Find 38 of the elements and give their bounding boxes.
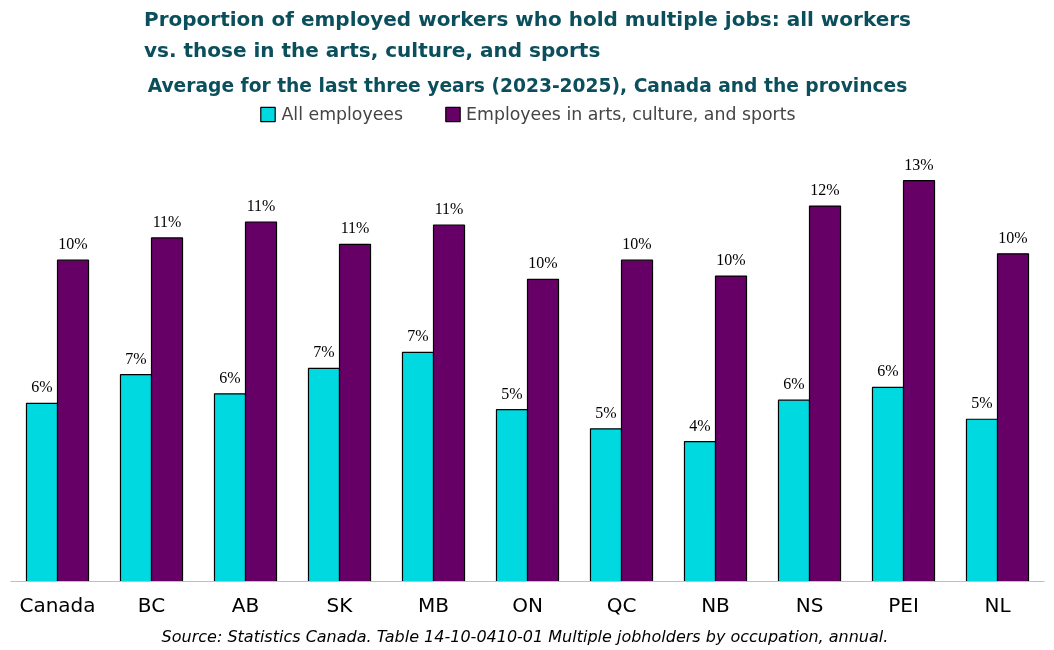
data-label: 7% — [407, 327, 429, 345]
data-label: 4% — [689, 416, 711, 434]
data-label: 10% — [622, 235, 652, 253]
data-label: 6% — [31, 378, 53, 396]
data-label: 6% — [877, 362, 899, 380]
x-tick-label: AB — [231, 592, 260, 617]
x-tick-label: ON — [512, 592, 543, 617]
data-label: 11% — [434, 200, 464, 218]
x-tick-label: MB — [418, 592, 449, 617]
data-label: 13% — [904, 155, 934, 173]
x-tick-label: NB — [701, 592, 730, 617]
x-tick-label: NL — [984, 592, 1012, 617]
x-tick-label: PEI — [888, 592, 919, 617]
x-tick-label: Canada — [19, 592, 96, 617]
source-note: Source: Statistics Canada. Table 14-10-0410-01 Multiple jobholders by occupation, annual. — [161, 626, 889, 646]
data-label: 11% — [340, 219, 370, 237]
legend-label: All employees — [281, 104, 404, 124]
legend-label: Employees in arts, culture, and sports — [466, 104, 796, 124]
data-label: 12% — [810, 181, 840, 199]
data-label: 10% — [998, 228, 1028, 246]
data-label: 5% — [971, 394, 993, 412]
chart-title: Proportion of employed workers who hold multiple jobs: all workers vs. those in the arts, culture, and sports — [144, 7, 911, 63]
data-label: 10% — [528, 254, 558, 272]
data-label: 6% — [219, 368, 241, 386]
data-label: 10% — [716, 251, 746, 269]
data-label: 6% — [783, 375, 805, 393]
data-label: 11% — [246, 197, 276, 215]
data-label: 7% — [125, 349, 147, 367]
x-tick-label: BC — [137, 592, 166, 617]
data-label: 11% — [152, 212, 182, 230]
data-label: 5% — [595, 403, 617, 421]
chart-subtitle: Average for the last three years (2023-2025), Canada and the provinces — [147, 74, 908, 96]
data-label: 10% — [58, 235, 88, 253]
x-tick-label: SK — [326, 592, 354, 617]
x-tick-label: NS — [795, 592, 824, 617]
data-label: 5% — [501, 384, 523, 402]
x-tick-label: QC — [606, 592, 637, 617]
data-label: 7% — [313, 343, 335, 361]
